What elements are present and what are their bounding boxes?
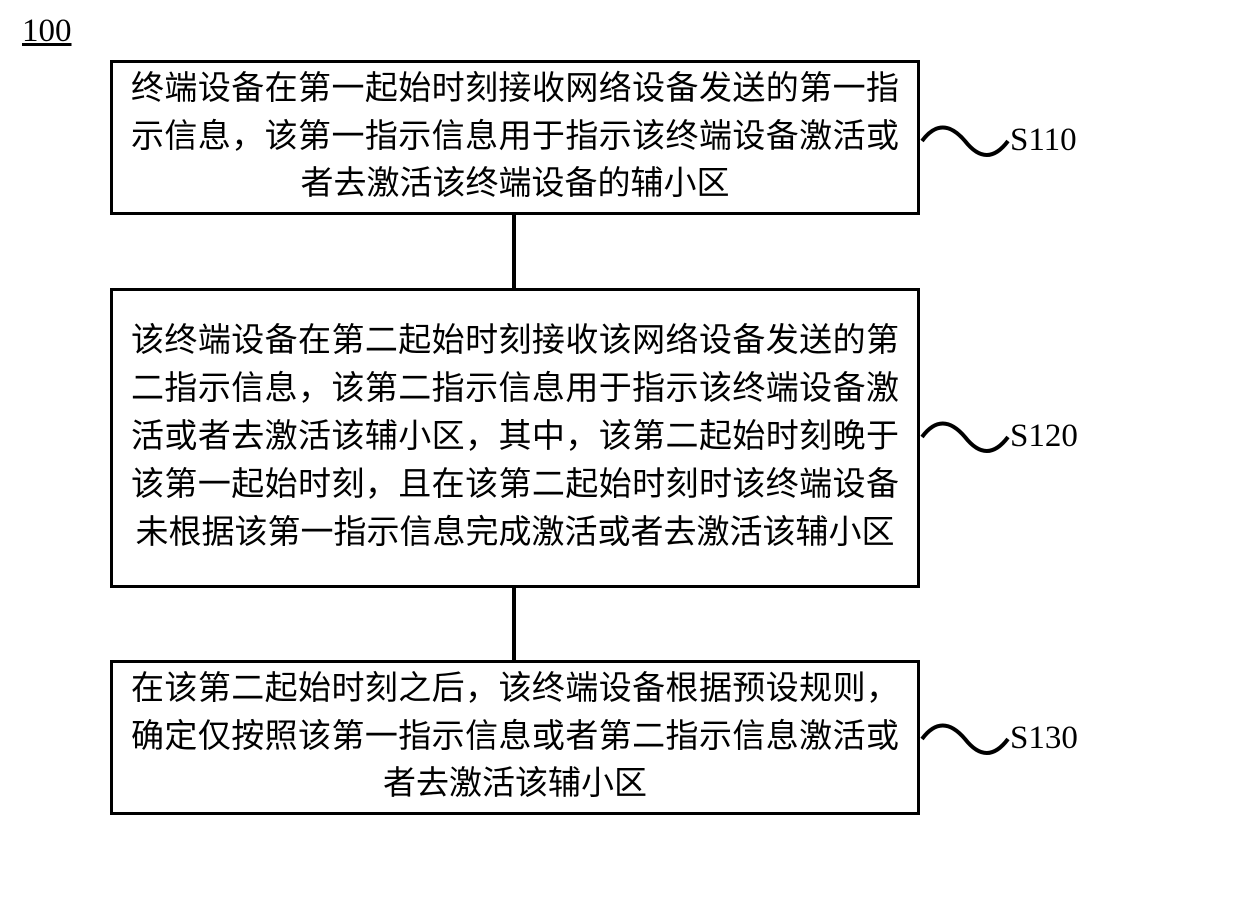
step-label-s130: S130 xyxy=(1010,720,1078,757)
flowchart-node-s110: 终端设备在第一起始时刻接收网络设备发送的第一指示信息，该第一指示信息用于指示该终… xyxy=(110,60,920,215)
connector-tilde-s110 xyxy=(920,119,1010,164)
connector-s120-s130 xyxy=(512,588,516,660)
flowchart-node-s120: 该终端设备在第二起始时刻接收该网络设备发送的第二指示信息，该第二指示信息用于指示… xyxy=(110,288,920,588)
flowchart-node-s130: 在该第二起始时刻之后，该终端设备根据预设规则，确定仅按照该第一指示信息或者第二指… xyxy=(110,660,920,815)
flowchart-node-text: 在该第二起始时刻之后，该终端设备根据预设规则，确定仅按照该第一指示信息或者第二指… xyxy=(131,666,899,810)
figure-number: 100 xyxy=(22,13,72,50)
step-label-s110: S110 xyxy=(1010,122,1077,159)
connector-tilde-s120 xyxy=(920,415,1010,460)
step-label-s120: S120 xyxy=(1010,418,1078,455)
flowchart-node-text: 该终端设备在第二起始时刻接收该网络设备发送的第二指示信息，该第二指示信息用于指示… xyxy=(131,318,899,557)
connector-s110-s120 xyxy=(512,215,516,288)
flowchart-node-text: 终端设备在第一起始时刻接收网络设备发送的第一指示信息，该第一指示信息用于指示该终… xyxy=(131,66,899,210)
connector-tilde-s130 xyxy=(920,717,1010,762)
